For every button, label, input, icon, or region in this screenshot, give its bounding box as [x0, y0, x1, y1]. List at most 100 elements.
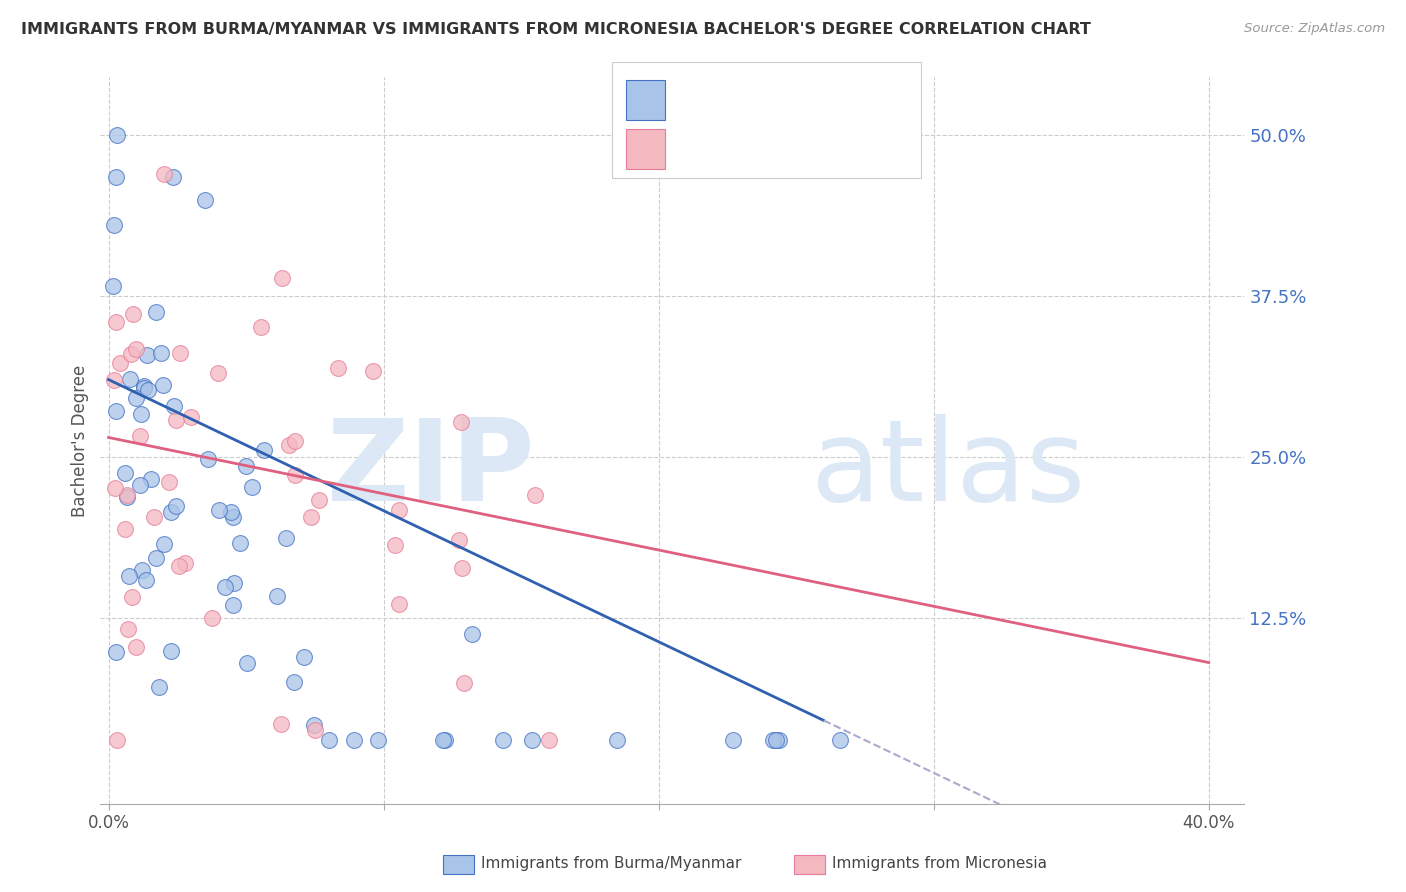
Point: [388, 597, 411, 611]
Point: [276, 531, 298, 545]
Point: [142, 510, 165, 524]
Point: [139, 472, 162, 486]
Point: [167, 558, 190, 573]
Point: [110, 356, 132, 370]
Point: [129, 477, 152, 491]
Point: [194, 193, 217, 207]
Point: [278, 438, 301, 452]
Point: [104, 645, 127, 659]
Point: [169, 346, 191, 360]
Point: [830, 732, 852, 747]
Point: [129, 429, 152, 443]
Point: [765, 732, 787, 747]
Point: [768, 732, 790, 747]
Text: Immigrants from Burma/Myanmar: Immigrants from Burma/Myanmar: [481, 856, 741, 871]
Point: [134, 379, 156, 393]
Point: [105, 404, 128, 418]
Point: [124, 640, 146, 655]
Point: [453, 676, 475, 690]
Point: [101, 278, 124, 293]
Point: [432, 732, 454, 747]
Text: atlas: atlas: [810, 414, 1085, 525]
Point: [222, 598, 245, 612]
Point: [283, 675, 305, 690]
Point: [165, 500, 187, 514]
Text: Immigrants from Micronesia: Immigrants from Micronesia: [832, 856, 1047, 871]
Point: [145, 305, 167, 319]
Point: [103, 373, 125, 387]
Point: [145, 551, 167, 566]
Point: [163, 399, 186, 413]
Point: [292, 650, 315, 665]
Point: [318, 732, 340, 747]
Point: [222, 510, 245, 524]
Text: R = -0.455   N = 63: R = -0.455 N = 63: [675, 89, 866, 107]
Point: [122, 307, 145, 321]
Point: [131, 563, 153, 577]
Point: [450, 416, 472, 430]
Point: [326, 361, 349, 376]
Point: [136, 383, 159, 397]
Point: [343, 732, 366, 747]
Text: R = -0.258   N = 44: R = -0.258 N = 44: [675, 140, 868, 158]
Point: [157, 475, 180, 489]
Point: [523, 488, 546, 502]
Point: [266, 589, 288, 603]
Point: [253, 443, 276, 458]
Point: [120, 347, 142, 361]
Point: [114, 466, 136, 480]
Point: [162, 169, 184, 184]
Text: Source: ZipAtlas.com: Source: ZipAtlas.com: [1244, 22, 1385, 36]
Point: [105, 169, 128, 184]
Point: [270, 717, 292, 731]
Point: [115, 490, 138, 504]
Point: [104, 315, 127, 329]
Point: [207, 366, 229, 380]
Point: [235, 458, 257, 473]
Point: [606, 732, 628, 747]
Point: [461, 627, 484, 641]
Point: [214, 580, 236, 594]
Point: [299, 510, 322, 524]
Point: [304, 723, 326, 737]
Point: [114, 522, 136, 536]
Point: [284, 468, 307, 483]
Point: [197, 451, 219, 466]
Point: [165, 413, 187, 427]
Point: [219, 505, 242, 519]
Point: [125, 391, 148, 405]
Point: [103, 219, 125, 233]
Point: [152, 378, 174, 392]
Point: [762, 732, 785, 747]
Point: [222, 575, 245, 590]
Point: [173, 556, 195, 570]
Point: [121, 590, 143, 604]
Point: [240, 480, 263, 494]
Point: [271, 271, 294, 285]
Point: [361, 364, 384, 378]
Point: [134, 381, 156, 395]
Point: [537, 732, 560, 747]
Point: [117, 488, 139, 502]
Point: [149, 346, 172, 360]
Point: [522, 732, 544, 747]
Point: [153, 537, 176, 551]
Text: ZIP: ZIP: [326, 414, 536, 525]
Point: [152, 167, 174, 181]
Point: [160, 644, 183, 658]
Point: [308, 493, 330, 508]
Point: [367, 732, 389, 747]
Point: [384, 538, 406, 552]
Text: IMMIGRANTS FROM BURMA/MYANMAR VS IMMIGRANTS FROM MICRONESIA BACHELOR'S DEGREE CO: IMMIGRANTS FROM BURMA/MYANMAR VS IMMIGRA…: [21, 22, 1091, 37]
Point: [118, 569, 141, 583]
Point: [250, 320, 273, 334]
Point: [160, 506, 183, 520]
Point: [148, 680, 170, 694]
Point: [492, 732, 515, 747]
Y-axis label: Bachelor's Degree: Bachelor's Degree: [72, 365, 89, 516]
Point: [229, 536, 252, 550]
Point: [129, 407, 152, 421]
Point: [447, 533, 470, 548]
Point: [236, 656, 259, 670]
Point: [104, 482, 127, 496]
